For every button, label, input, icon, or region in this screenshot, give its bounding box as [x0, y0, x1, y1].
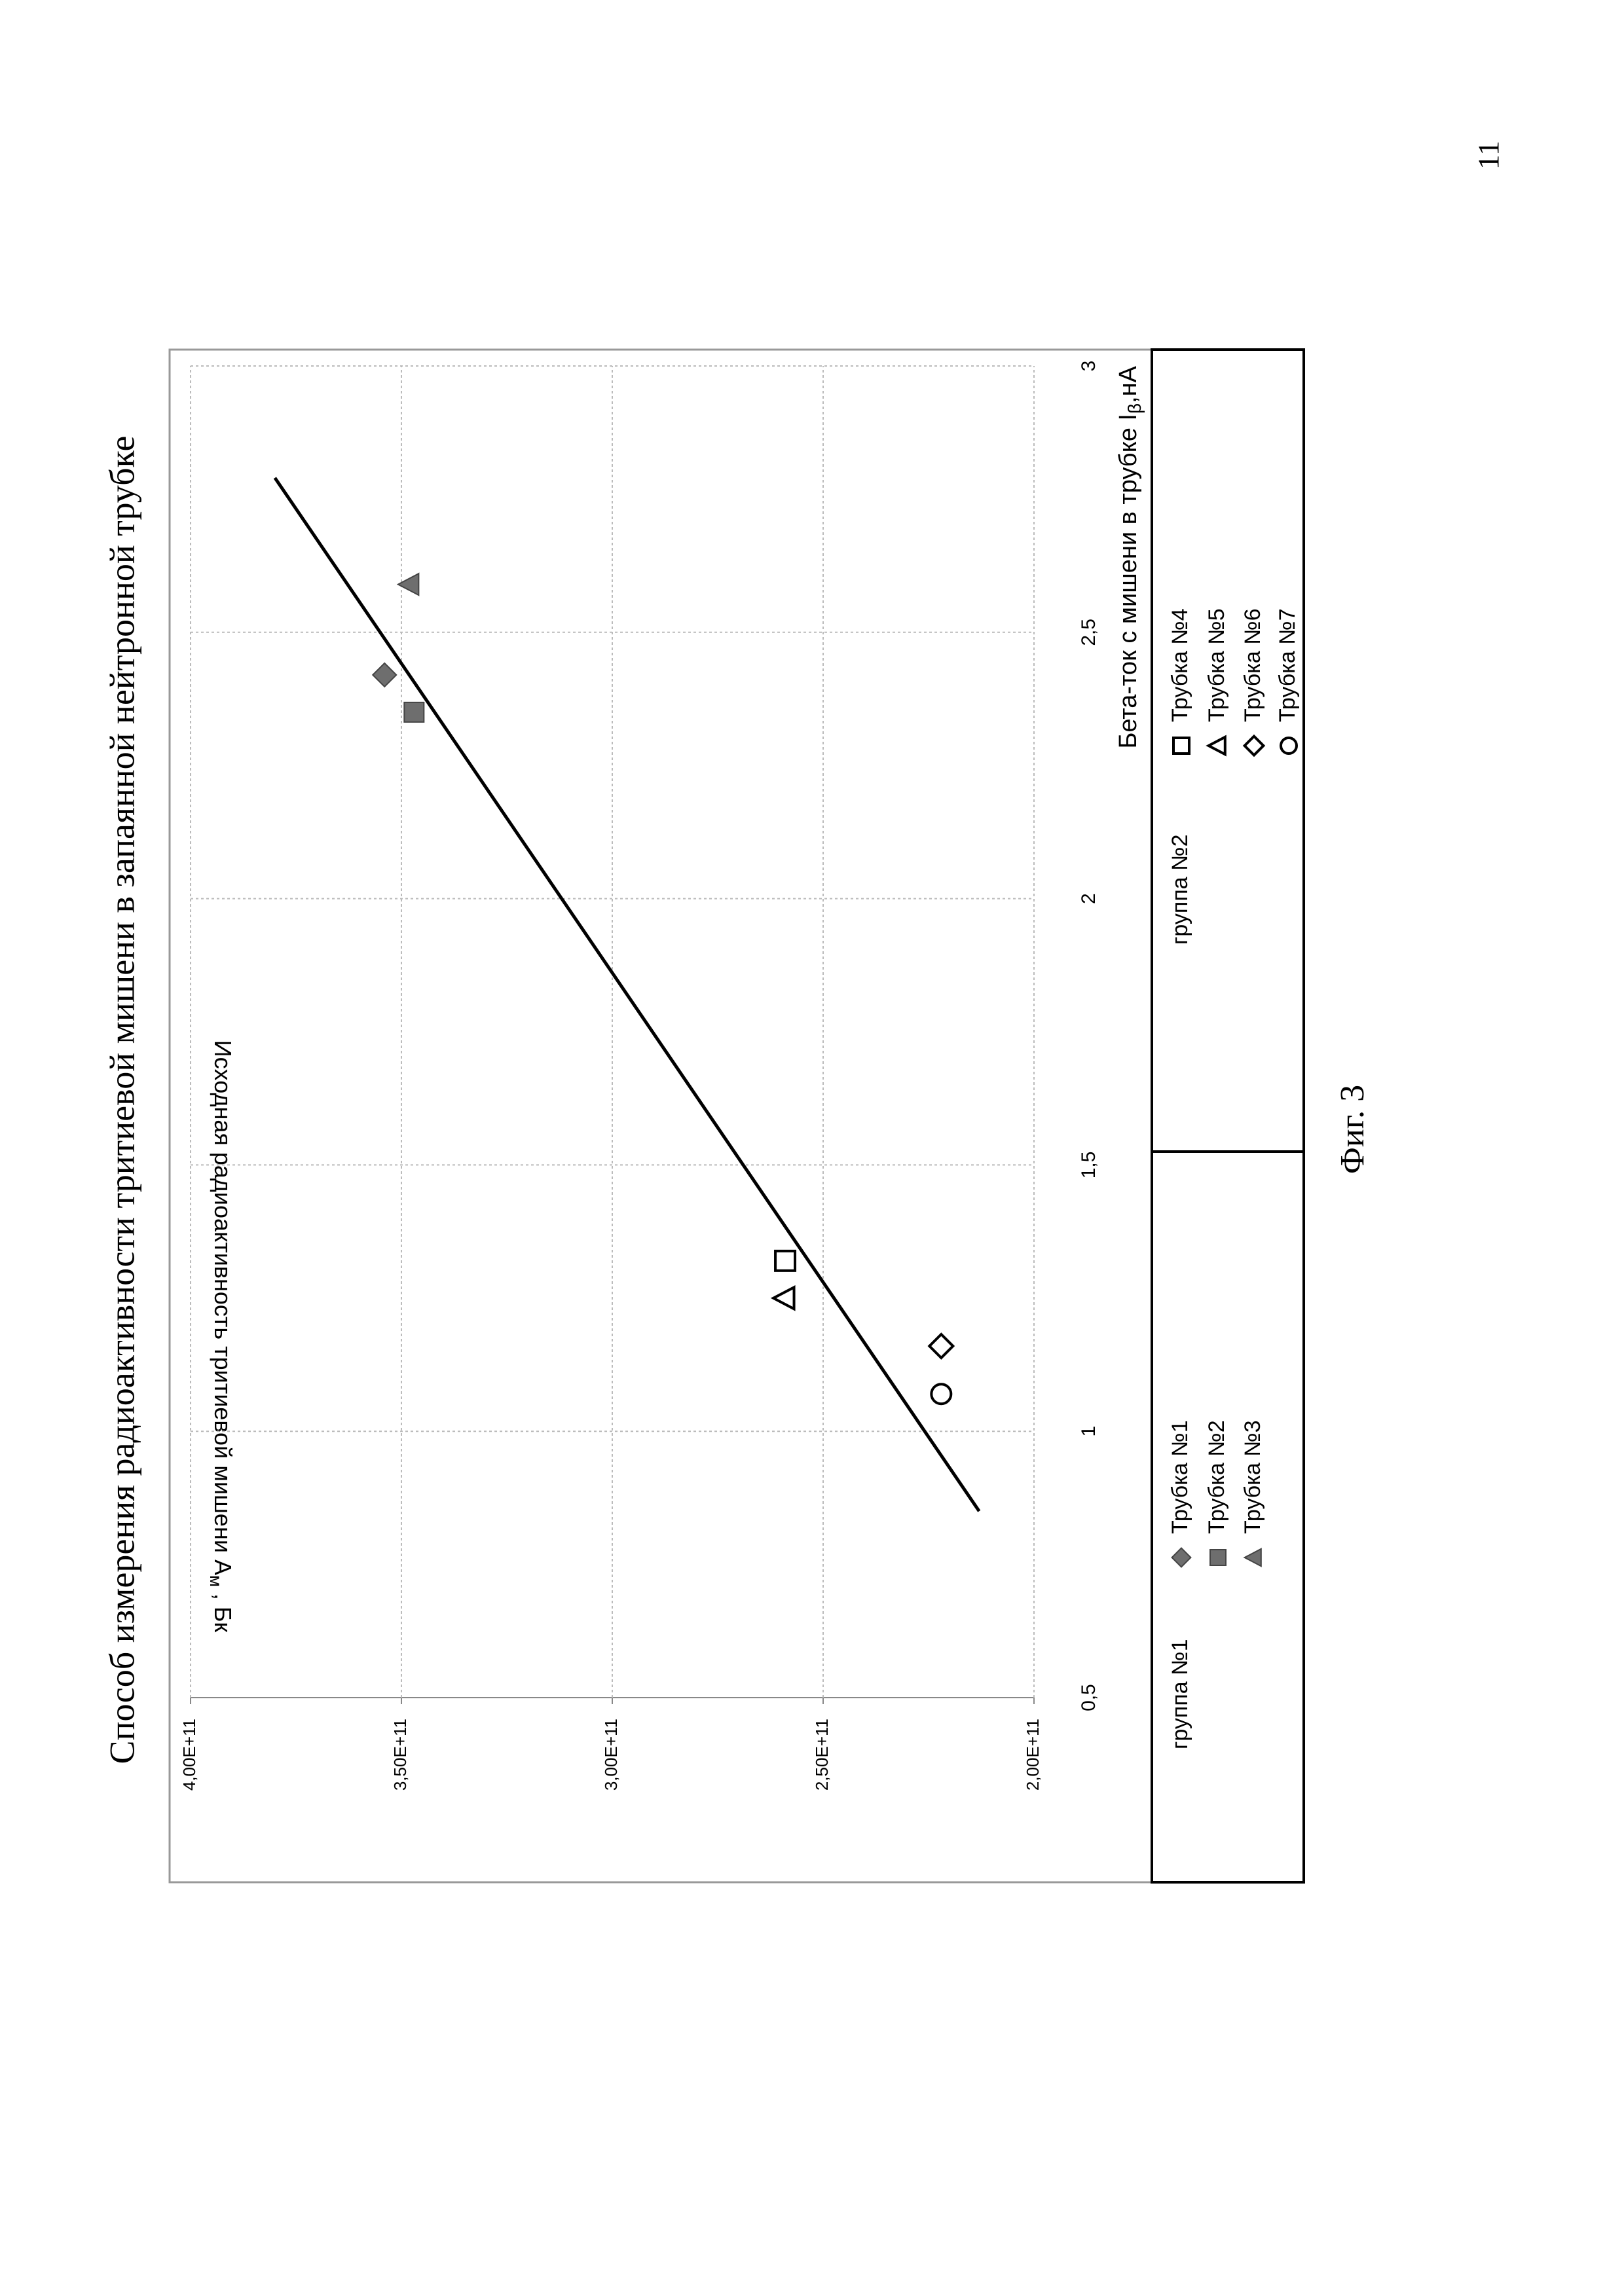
- legend-label: Трубка №2: [1204, 1420, 1229, 1534]
- legend-group-title: группа №2: [1168, 835, 1192, 945]
- x-tick-label: 2,5: [1078, 619, 1099, 646]
- figure-caption: Фиг. 3: [1334, 1085, 1371, 1174]
- y-tick-label: 3,50E+11: [390, 1719, 410, 1791]
- legend-label: Трубка №4: [1168, 608, 1192, 722]
- y-tick-label: 2,50E+11: [812, 1719, 832, 1791]
- data-point: [775, 1251, 795, 1271]
- y-axis-label-sub: м: [206, 1575, 226, 1587]
- legend-label: Трубка №5: [1204, 608, 1229, 722]
- y-axis-label-text: Исходная радиоактивность тритиевой мишен…: [210, 1040, 236, 1575]
- x-axis-label: Бета-ток с мишени в трубке Iβ,нА: [1115, 365, 1145, 748]
- y-axis-label-rest: , Бк: [210, 1587, 236, 1633]
- x-axis-label-sub: β: [1124, 403, 1145, 414]
- y-tick-label: 4,00E+11: [179, 1719, 199, 1791]
- data-point: [404, 702, 424, 722]
- legend-marker: [1173, 738, 1189, 754]
- legend-group-title: группа №1: [1168, 1639, 1192, 1750]
- chart-title: Способ измерения радиоактивности тритиев…: [102, 436, 141, 1764]
- x-tick-label: 1: [1078, 1426, 1099, 1437]
- legend-marker: [1281, 738, 1297, 754]
- x-tick-label: 3: [1078, 361, 1099, 372]
- legend-label: Трубка №6: [1240, 608, 1265, 722]
- x-axis-label-text: Бета-ток с мишени в трубке I: [1115, 414, 1142, 749]
- legend-label: Трубка №7: [1275, 608, 1300, 722]
- data-point: [931, 1384, 951, 1404]
- legend-label: Трубка №1: [1168, 1420, 1192, 1534]
- x-tick-label: 0,5: [1078, 1684, 1099, 1711]
- legend-marker: [1210, 1550, 1226, 1565]
- page-number: 11: [1472, 141, 1505, 170]
- y-axis-label: Исходная радиоактивность тритиевой мишен…: [206, 1040, 236, 1633]
- x-axis-label-rest: ,нА: [1115, 365, 1142, 403]
- legend-label: Трубка №3: [1240, 1420, 1265, 1534]
- x-tick-label: 2: [1078, 893, 1099, 904]
- y-tick-label: 2,00E+11: [1023, 1719, 1043, 1791]
- y-tick-label: 3,00E+11: [601, 1719, 621, 1791]
- x-tick-label: 1,5: [1078, 1152, 1099, 1179]
